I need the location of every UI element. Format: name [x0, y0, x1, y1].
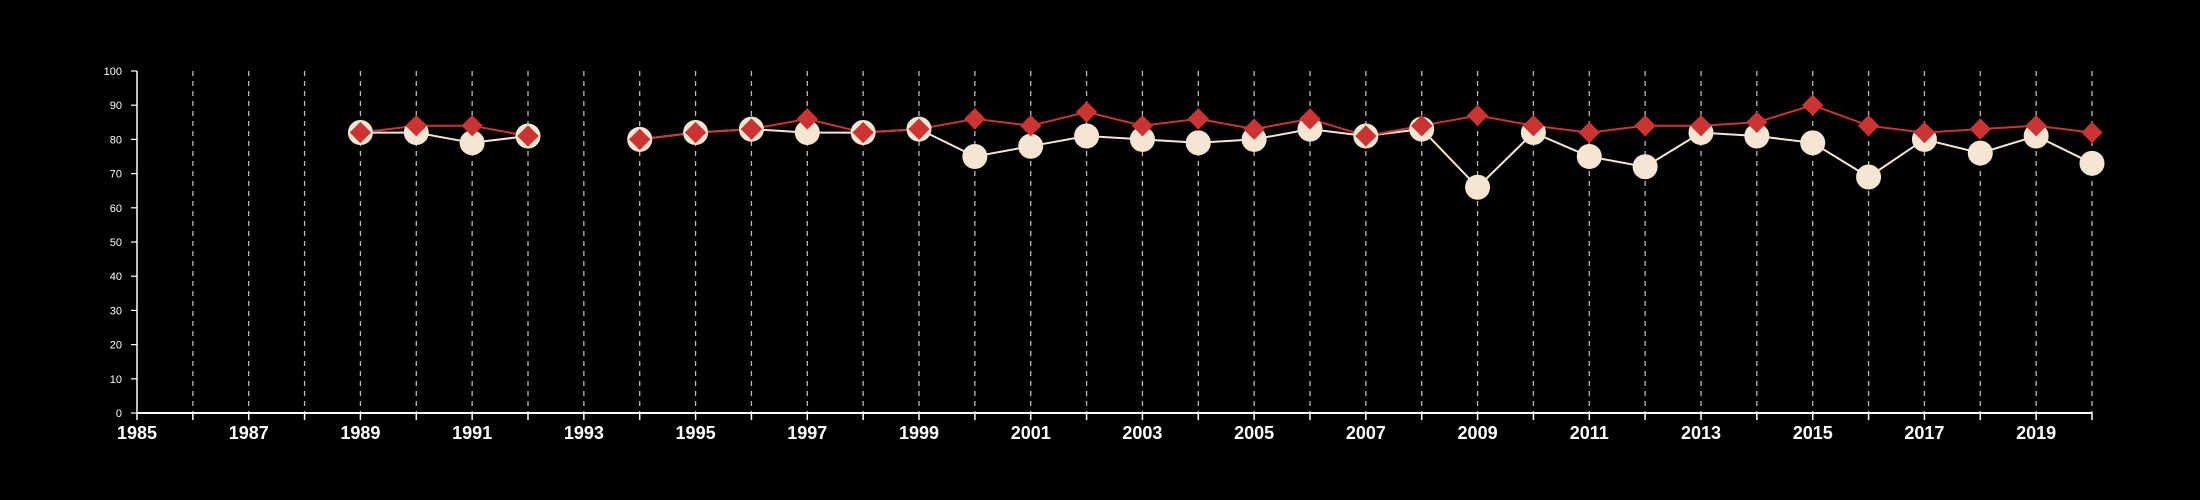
data-point-diamond [2081, 121, 2103, 144]
y-tick-label: 0 [116, 408, 122, 420]
y-tick-label: 20 [110, 340, 122, 352]
data-point-circle [1465, 174, 1491, 200]
data-point-diamond [517, 125, 539, 147]
data-point-diamond [1020, 115, 1042, 137]
x-tick-label: 1991 [452, 423, 492, 443]
data-point-circle [1074, 123, 1100, 149]
x-tick-label: 1987 [229, 423, 269, 443]
data-point-diamond [2025, 115, 2047, 137]
data-point-diamond [1690, 115, 1712, 137]
data-point-diamond [1746, 111, 1768, 134]
data-point-diamond [852, 121, 874, 144]
series-circle-line [360, 131, 529, 144]
x-tick-label: 2013 [1681, 423, 1721, 443]
data-point-diamond [740, 118, 763, 140]
data-point-diamond [1802, 94, 1824, 116]
data-point-circle [2079, 150, 2105, 176]
x-tick-label: 2015 [1793, 423, 1833, 443]
axes: 0 10 20 30 40 50 60 70 80 90 100 1985 1987 1989 1991 19… [104, 66, 2093, 443]
data-point-diamond [1969, 118, 1991, 140]
x-tick-label: 2007 [1346, 423, 1386, 443]
data-point-diamond [796, 108, 818, 130]
data-point-diamond [1187, 108, 1209, 130]
data-point-diamond [908, 118, 930, 140]
data-point-circle [962, 144, 988, 169]
y-tick-label: 60 [110, 203, 122, 215]
data-point-diamond [1075, 101, 1098, 123]
series-diamond-line [360, 124, 529, 137]
data-point-diamond [1857, 115, 1880, 137]
x-tick-label: 2005 [1234, 423, 1274, 443]
x-tick-label: 2019 [2016, 423, 2056, 443]
x-tick-label: 2011 [1570, 423, 1609, 443]
x-tick-label: 1995 [676, 423, 716, 443]
y-tick-label: 100 [104, 66, 122, 78]
x-tick-label: 1985 [117, 423, 157, 443]
x-tick-label: 1993 [564, 423, 604, 443]
y-tick-label: 80 [110, 134, 122, 146]
data-point-circle [1185, 130, 1211, 156]
x-tick-label: 2003 [1122, 423, 1162, 443]
data-point-diamond [461, 115, 483, 137]
x-tick-label: 2017 [1904, 423, 1944, 443]
x-tick-label: 2009 [1458, 423, 1498, 443]
x-tick-label: 1999 [899, 423, 939, 443]
data-point-circle [1632, 154, 1658, 180]
data-point-diamond [964, 108, 986, 130]
data-point-diamond [1466, 104, 1489, 127]
y-tick-label: 90 [110, 100, 122, 112]
data-point-diamond [1578, 121, 1600, 144]
data-point-diamond [1913, 121, 1936, 144]
data-point-diamond [1355, 125, 1377, 147]
data-point-diamond [629, 128, 651, 151]
series-layer [347, 94, 2105, 200]
y-tick-label: 50 [110, 237, 122, 249]
data-point-circle [1800, 130, 1826, 156]
y-tick-label: 70 [110, 169, 122, 181]
y-tick-label: 30 [110, 305, 122, 317]
data-point-circle [1576, 144, 1602, 169]
data-point-diamond [1522, 115, 1545, 137]
x-tick-label: 2001 [1011, 423, 1051, 443]
data-point-circle [1856, 164, 1882, 190]
data-point-diamond [1243, 118, 1265, 140]
data-point-diamond [1131, 115, 1154, 137]
data-point-diamond [349, 121, 372, 144]
grid-lines [192, 71, 2093, 413]
data-point-diamond [405, 115, 427, 137]
x-tick-label: 1989 [340, 423, 380, 443]
x-tick-label: 1997 [787, 423, 827, 443]
data-point-diamond [684, 121, 707, 144]
data-point-diamond [1299, 108, 1321, 130]
data-point-diamond [1634, 115, 1656, 137]
y-tick-label: 10 [110, 374, 122, 386]
data-point-circle [1018, 133, 1044, 159]
y-tick-label: 40 [110, 271, 122, 283]
data-point-diamond [1411, 115, 1433, 137]
data-point-circle [1967, 140, 1993, 166]
